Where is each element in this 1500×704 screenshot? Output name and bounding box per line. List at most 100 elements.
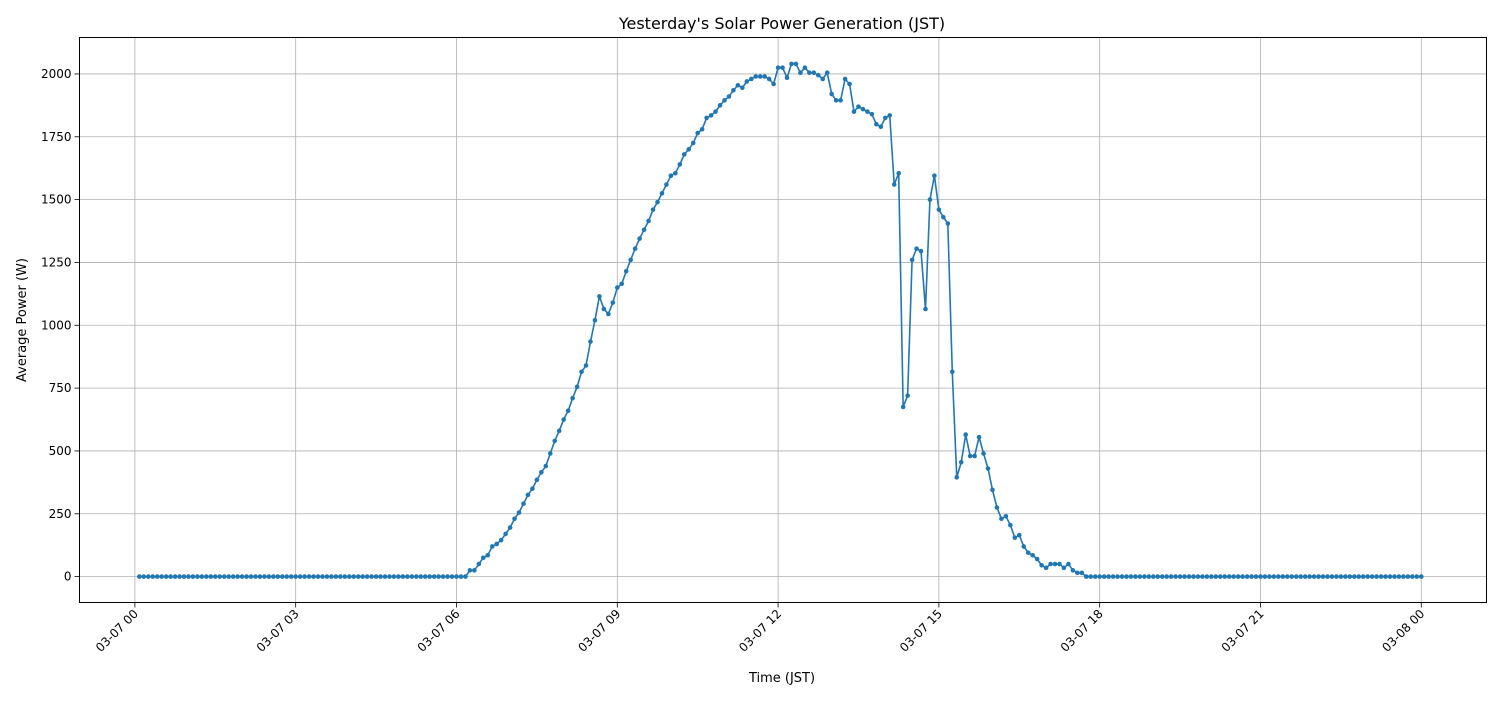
data-point	[311, 574, 316, 579]
data-point	[186, 574, 191, 579]
y-tick-label: 500	[49, 444, 72, 458]
data-point	[556, 428, 562, 434]
data-point	[1351, 574, 1357, 579]
data-point	[1311, 574, 1317, 579]
data-point	[516, 510, 522, 515]
x-tick-label: 03-07 00	[93, 607, 141, 655]
data-point	[1302, 574, 1308, 579]
data-point	[963, 432, 968, 437]
x-tick-label: 03-07 21	[1219, 607, 1267, 655]
data-point	[1267, 574, 1272, 579]
data-point	[190, 574, 196, 579]
data-point	[1115, 574, 1120, 579]
data-point	[789, 61, 794, 67]
x-tick-label: 03-07 18	[1058, 607, 1106, 655]
data-point	[369, 574, 374, 579]
data-point	[400, 574, 406, 579]
data-point	[668, 173, 674, 179]
data-point	[891, 182, 897, 187]
data-point	[226, 574, 231, 579]
data-point	[315, 574, 321, 579]
data-point	[1226, 574, 1232, 579]
data-point	[874, 121, 879, 127]
data-point	[972, 453, 977, 459]
data-point	[409, 574, 415, 579]
data-point	[212, 574, 218, 579]
data-point	[141, 574, 147, 579]
data-point	[815, 72, 821, 78]
data-point	[882, 115, 888, 121]
axes-frame	[79, 37, 1487, 603]
data-point	[623, 268, 629, 274]
data-point	[1280, 574, 1286, 579]
data-point	[833, 98, 839, 103]
data-point	[1119, 574, 1125, 579]
data-point	[664, 182, 669, 187]
data-point	[976, 434, 982, 440]
data-point	[932, 173, 937, 179]
data-point	[320, 574, 325, 579]
data-point	[914, 246, 919, 251]
data-point	[1293, 574, 1299, 579]
data-point	[757, 74, 763, 79]
data-point	[539, 470, 544, 475]
data-point	[1133, 574, 1138, 579]
data-point	[941, 214, 946, 220]
data-point	[1347, 574, 1353, 579]
data-point	[1155, 574, 1161, 579]
data-point	[1289, 574, 1295, 579]
data-point	[1101, 574, 1107, 579]
data-point	[467, 568, 473, 573]
data-point	[1235, 574, 1241, 579]
data-point	[199, 574, 205, 579]
data-point	[181, 574, 187, 579]
data-point	[454, 574, 459, 579]
data-point	[208, 574, 214, 579]
data-point	[244, 574, 249, 579]
data-point	[918, 248, 924, 254]
y-tick-label: 1750	[41, 130, 72, 144]
data-point	[967, 453, 973, 459]
data-point	[1030, 552, 1035, 558]
data-point	[740, 85, 745, 91]
data-point	[159, 574, 164, 579]
data-point	[999, 516, 1004, 522]
data-point	[802, 65, 808, 70]
data-point	[1369, 574, 1375, 579]
data-point	[856, 104, 861, 109]
data-point	[1075, 570, 1080, 576]
data-point	[954, 475, 960, 480]
data-point	[333, 574, 339, 579]
data-point	[869, 111, 875, 117]
data-point	[1110, 574, 1116, 579]
data-point	[1052, 561, 1058, 567]
x-tick-label: 03-07 09	[575, 607, 623, 655]
data-point	[1307, 574, 1312, 579]
chart-title: Yesterday's Solar Power Generation (JST)	[618, 14, 945, 33]
data-point	[748, 76, 754, 82]
data-point	[485, 552, 491, 558]
data-point	[1298, 574, 1303, 579]
data-point	[445, 574, 450, 579]
data-point	[990, 487, 995, 493]
data-point	[137, 574, 142, 579]
data-point	[306, 574, 312, 579]
data-point	[436, 574, 441, 579]
data-point	[543, 463, 549, 469]
data-point	[1048, 561, 1053, 567]
data-point	[1186, 574, 1192, 579]
y-axis: 0 250 500 750 1000 1250 1500 1750 2000	[41, 67, 80, 584]
x-axis: 03-07 00 03-07 03 03-07 06 03-07 09 03-07 12…	[93, 602, 1427, 655]
data-point	[217, 574, 223, 579]
data-point	[413, 574, 419, 579]
data-point	[958, 459, 964, 465]
data-point	[565, 408, 571, 414]
data-point	[1088, 574, 1094, 579]
data-point	[619, 281, 625, 287]
y-tick-label: 2000	[41, 67, 72, 81]
data-point	[744, 79, 750, 84]
data-point	[498, 537, 504, 543]
data-point	[1083, 574, 1089, 579]
data-point	[248, 574, 254, 579]
data-point	[297, 574, 303, 579]
